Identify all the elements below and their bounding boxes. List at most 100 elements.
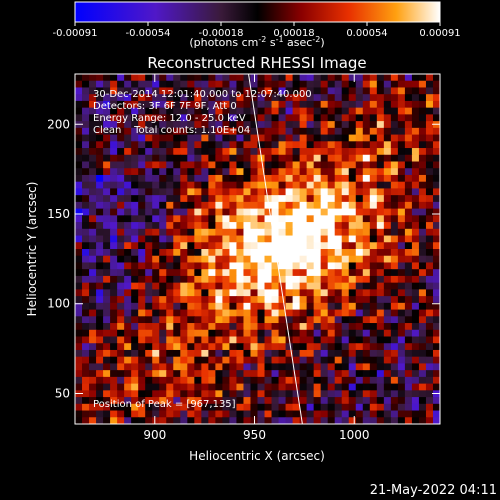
heatmap-cell xyxy=(432,242,440,250)
heatmap-cell xyxy=(397,403,406,412)
heatmap-cell xyxy=(411,363,420,371)
heatmap-cell xyxy=(117,87,125,95)
heatmap-cell xyxy=(222,168,231,176)
heatmap-cell xyxy=(236,74,245,82)
heatmap-cell xyxy=(131,242,139,250)
heatmap-cell xyxy=(348,329,357,338)
heatmap-cell xyxy=(159,87,167,95)
heatmap-cell xyxy=(404,329,413,338)
heatmap-cell xyxy=(271,201,280,210)
heatmap-cell xyxy=(292,188,301,196)
heatmap-cell xyxy=(159,201,167,210)
heatmap-cell xyxy=(334,275,343,284)
heatmap-cell xyxy=(313,376,322,385)
heatmap-cell xyxy=(166,302,174,311)
heatmap-cell xyxy=(124,289,132,297)
heatmap-cell xyxy=(201,249,209,257)
heatmap-cell xyxy=(215,255,223,264)
heatmap-cell xyxy=(306,336,315,344)
heatmap-cell xyxy=(82,296,90,304)
heatmap-cell xyxy=(180,417,188,424)
heatmap-cell xyxy=(320,161,329,169)
heatmap-cell xyxy=(411,397,420,405)
heatmap-cell xyxy=(173,222,181,230)
heatmap-cell xyxy=(320,141,329,149)
heatmap-cell xyxy=(236,289,245,297)
heatmap-cell xyxy=(208,242,216,250)
heatmap-cell xyxy=(369,134,378,142)
heatmap-cell xyxy=(411,100,420,109)
heatmap-cell xyxy=(159,181,167,190)
heatmap-cell xyxy=(404,208,413,216)
heatmap-cell xyxy=(390,349,399,358)
heatmap-cell xyxy=(355,249,364,257)
heatmap-cell xyxy=(110,316,118,324)
heatmap-cell xyxy=(103,107,111,115)
heatmap-cell xyxy=(383,181,392,190)
heatmap-cell xyxy=(250,94,259,102)
heatmap-cell xyxy=(145,188,153,196)
heatmap-cell xyxy=(425,262,434,270)
heatmap-cell xyxy=(432,343,440,351)
heatmap-cell xyxy=(159,289,167,297)
heatmap-cell xyxy=(236,336,245,344)
heatmap-cell xyxy=(425,168,434,176)
heatmap-cell xyxy=(425,296,434,304)
heatmap-cell xyxy=(383,141,392,149)
heatmap-cell xyxy=(313,87,322,95)
heatmap-cell xyxy=(411,316,420,324)
heatmap-cell xyxy=(187,417,195,424)
heatmap-cell xyxy=(194,296,202,304)
heatmap-cell xyxy=(75,228,83,237)
heatmap-cell xyxy=(75,390,83,398)
heatmap-cell xyxy=(173,127,181,136)
heatmap-cell xyxy=(229,154,238,163)
heatmap-cell xyxy=(117,329,125,338)
heatmap-cell xyxy=(341,201,350,210)
heatmap-cell xyxy=(187,403,195,412)
colorbar-tick-label: 0.00091 xyxy=(419,28,460,39)
heatmap-cell xyxy=(187,215,195,223)
heatmap-cell xyxy=(334,316,343,324)
heatmap-cell xyxy=(271,390,280,398)
heatmap-cell xyxy=(292,181,301,190)
heatmap-cell xyxy=(166,94,174,102)
heatmap-cell xyxy=(341,370,350,378)
heatmap-cell xyxy=(362,188,371,196)
heatmap-cell xyxy=(243,370,252,378)
heatmap-cell xyxy=(194,410,202,418)
heatmap-cell xyxy=(292,80,301,89)
heatmap-cell xyxy=(138,302,146,311)
heatmap-cell xyxy=(327,148,336,156)
heatmap-cell xyxy=(222,121,231,129)
heatmap-cell xyxy=(404,296,413,304)
heatmap-cell xyxy=(166,296,174,304)
heatmap-cell xyxy=(418,316,427,324)
heatmap-cell xyxy=(152,249,160,257)
heatmap-cell xyxy=(208,127,216,136)
heatmap-cell xyxy=(355,302,364,311)
heatmap-cell xyxy=(418,370,427,378)
heatmap-cell xyxy=(369,370,378,378)
heatmap-cell xyxy=(75,114,83,122)
heatmap-cell xyxy=(145,107,153,115)
heatmap-cell xyxy=(411,107,420,115)
heatmap-cell xyxy=(145,121,153,129)
heatmap-cell xyxy=(103,127,111,136)
heatmap-cell xyxy=(264,181,273,190)
heatmap-cell xyxy=(320,154,329,163)
heatmap-cell xyxy=(411,121,420,129)
heatmap-cell xyxy=(411,134,420,142)
heatmap-cell xyxy=(222,343,231,351)
heatmap-cell xyxy=(264,323,273,331)
heatmap-cell xyxy=(194,363,202,371)
heatmap-cell xyxy=(138,114,146,122)
heatmap-cell xyxy=(159,309,167,317)
heatmap-cell xyxy=(180,336,188,344)
heatmap-cell xyxy=(383,201,392,210)
heatmap-cell xyxy=(82,323,90,331)
heatmap-cell xyxy=(138,235,146,243)
heatmap-cell xyxy=(376,296,385,304)
heatmap-cell xyxy=(110,383,118,391)
heatmap-cell xyxy=(299,417,308,424)
